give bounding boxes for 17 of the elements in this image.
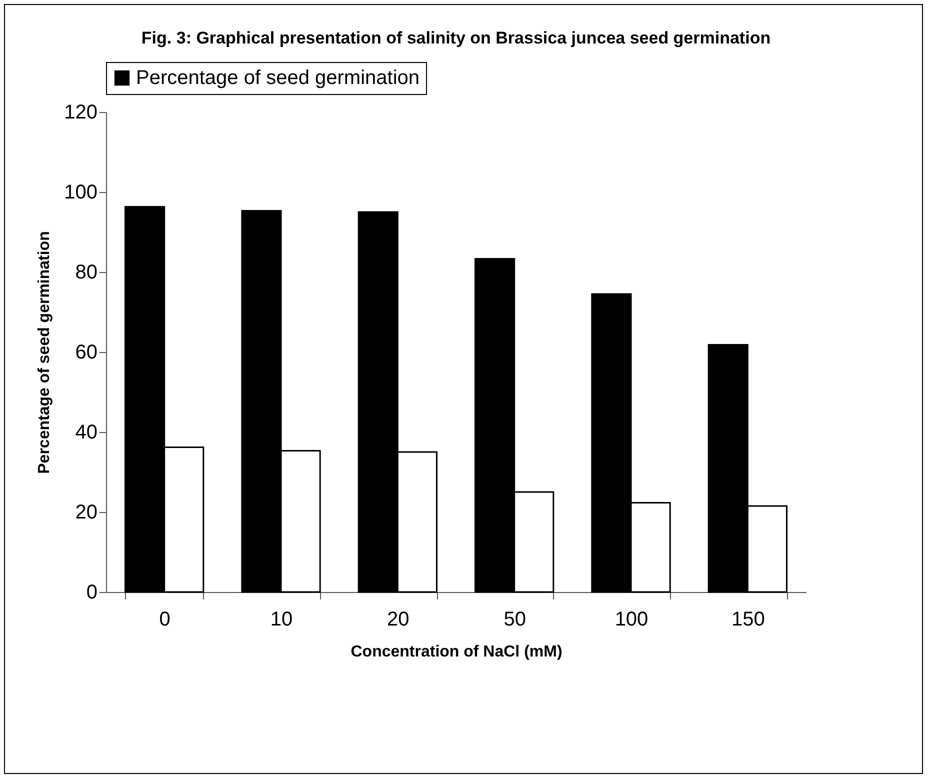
y-axis-title: Percentage of seed germination <box>36 231 54 474</box>
x-tick-label: 0 <box>159 608 170 630</box>
y-tick-label: 60 <box>75 342 98 364</box>
y-tick-label: 0 <box>86 582 98 604</box>
y-tick-label: 100 <box>64 182 98 204</box>
y-tick-label: 80 <box>75 262 98 284</box>
y-tick-label: 120 <box>64 102 98 124</box>
x-axis-title: Concentration of NaCl (mM) <box>350 644 562 660</box>
legend-label: Percentage of seed germination <box>136 67 420 89</box>
x-tick-label: 20 <box>387 608 410 630</box>
x-tick-label: 100 <box>614 608 648 630</box>
x-tick-label: 150 <box>731 608 765 630</box>
chart-title: Fig. 3: Graphical presentation of salinity on Brassica juncea seed germination <box>141 28 771 48</box>
y-tick-label: 20 <box>75 502 98 524</box>
x-tick-label: 10 <box>270 608 293 630</box>
y-tick-label: 40 <box>75 422 98 444</box>
x-tick-label: 50 <box>504 608 526 630</box>
